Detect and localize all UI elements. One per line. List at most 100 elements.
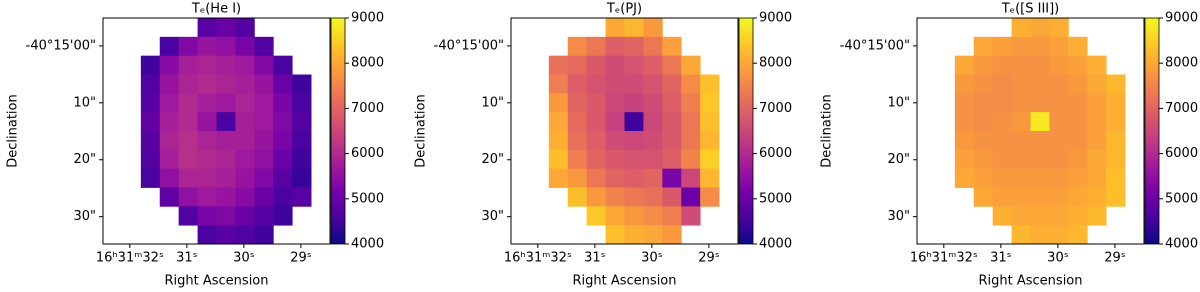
y-tick-label: -40°15'00" [840,38,910,53]
pixel-cell [1011,55,1031,75]
pixel-cell [178,149,198,170]
pixel-cell [973,131,994,151]
pixel-cell [216,131,236,151]
pixel-cell [1106,131,1126,151]
pixel-cell [548,74,569,94]
pixel-cell [586,131,606,151]
pixel-cell [1030,225,1050,245]
colorbar-tick-label: 8000 [351,56,384,71]
pixel-cell [197,93,217,113]
pixel-cell [140,168,161,188]
pixel-cell [254,55,274,75]
pixel-cell [681,93,701,113]
colorbar-tick-label: 8000 [759,56,792,71]
pixel-cell [197,225,217,245]
colorbar-tick-label: 4000 [1165,237,1198,252]
pixel-cell [1068,74,1088,94]
pixel-cell [1049,149,1069,170]
y-tick-label: 20" [481,152,504,167]
pixel-cell [178,187,198,207]
pixel-cell [1106,149,1126,170]
pixel-cell [1087,149,1107,170]
pixel-cell [605,55,625,75]
pixel-cell [235,149,255,170]
pixel-cell [254,74,274,94]
pixel-cell [197,168,217,188]
pixel-cell [254,93,274,113]
pixel-cell [292,149,312,170]
pixel-cell [1049,131,1069,151]
pixel-cell [178,168,198,188]
pixel-cell [216,93,236,113]
pixel-cell [643,112,663,132]
pixel-cell [178,93,198,113]
x-tick-label: 31ˢ [176,251,198,266]
pixel-cell [973,149,994,170]
pixel-cell [992,206,1012,226]
pixel-cell [700,187,720,207]
pixel-cell [1030,74,1050,94]
pixel-cell [197,149,217,170]
pixel-cell [216,36,236,57]
pixel-cell [1049,187,1069,207]
colorbar [738,17,754,245]
pixel-cell [235,55,255,75]
colorbar-tick-label: 5000 [1165,191,1198,206]
pixel-cell [662,55,682,75]
pixel-cell [159,93,180,113]
pixel-cell [700,93,720,113]
y-tick-label: 20" [887,152,910,167]
pixel-cell [700,131,720,151]
pixel-cell [273,112,293,132]
x-tick-label: 16ʰ31ᵐ32ˢ [96,251,164,266]
pixel-cell [662,131,682,151]
pixel-cell [254,187,274,207]
pixel-cell [254,112,274,132]
pixel-cell [605,74,625,94]
pixel-cell [643,206,663,226]
colorbar-tick-label: 6000 [351,146,384,161]
pixel-cell [700,112,720,132]
pixel-cell [254,206,274,226]
y-axis-label: Declination [6,94,21,168]
pixel-cell [1011,112,1031,132]
pixel-cell [1106,93,1126,113]
pixel-cell [1030,168,1050,188]
pixel-cell [1068,206,1088,226]
colorbar [1144,17,1160,245]
pixel-cell [973,112,994,132]
pixel-cell [216,206,236,226]
pixel-cell [992,55,1012,75]
pixel-cell [643,36,663,57]
pixel-cell [216,112,236,132]
pixel-cell [273,131,293,151]
pixel-cell [140,131,161,151]
pixel-cell [1087,74,1107,94]
pixel-cell [700,168,720,188]
colorbar-tick-label: 7000 [759,101,792,116]
pixel-cell [586,55,606,75]
colorbar-tick-label: 4000 [351,237,384,252]
pixel-cell [992,131,1012,151]
pixel-cell [700,149,720,170]
pixel-cell [662,206,682,226]
colorbar-tick-label: 6000 [1165,146,1198,161]
pixel-cell [1106,74,1126,94]
pixel-cell [992,74,1012,94]
pixel-cell [643,93,663,113]
pixel-cell [292,168,312,188]
pixel-cell [292,93,312,113]
pixel-cell [662,225,682,245]
pixel-cell [216,18,236,38]
pixel-cell [1068,36,1088,57]
pixel-cell [1011,36,1031,57]
pixel-cell [624,55,644,75]
pixel-cell [681,55,701,75]
pixel-cell [605,168,625,188]
pixel-cell [1068,55,1088,75]
pixel-cell [700,74,720,94]
pixel-cell [140,149,161,170]
colorbar-tick-label: 7000 [1165,101,1198,116]
pixel-cell [1030,187,1050,207]
pixel-cell [624,93,644,113]
